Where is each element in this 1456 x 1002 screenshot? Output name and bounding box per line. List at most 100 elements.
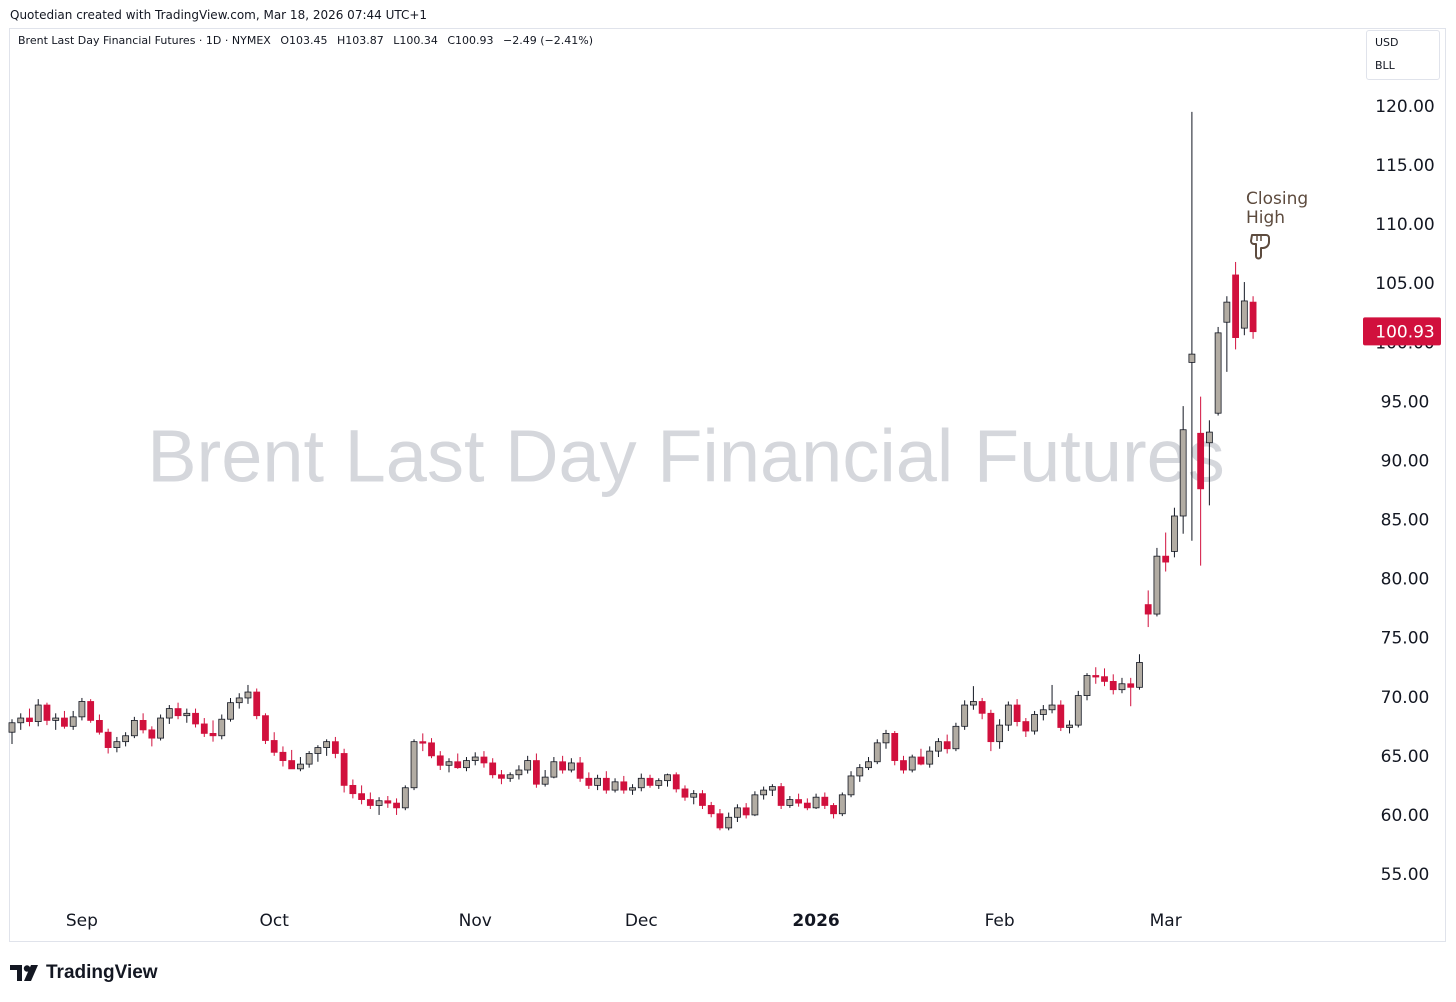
candle-body (585, 777, 593, 786)
currency-label: USD (1375, 36, 1399, 49)
candle-body (165, 708, 173, 719)
candle-body (978, 701, 986, 714)
candle-body (541, 776, 549, 785)
candle-body (96, 720, 103, 733)
y-tick-label: 70.00 (1381, 688, 1430, 708)
candle-body (664, 774, 671, 782)
symbol-legend[interactable]: Brent Last Day Financial Futures · 1D · … (18, 34, 599, 47)
candle-body (349, 784, 357, 795)
y-tick-label: 95.00 (1381, 392, 1430, 412)
candle-body (1179, 429, 1187, 517)
candle-body (1004, 704, 1012, 726)
candle-body (760, 789, 768, 796)
candle-body (629, 787, 636, 791)
candle-body (1057, 704, 1065, 728)
candle-body (445, 761, 453, 766)
candle-body (908, 756, 916, 771)
candle-body (323, 741, 331, 748)
candle-body (1205, 431, 1213, 444)
candle-body (428, 742, 435, 757)
candle-body (812, 796, 820, 809)
candle-body (1144, 604, 1152, 615)
candle-body (17, 717, 25, 724)
candle-body (1092, 675, 1100, 678)
candle-body (104, 731, 112, 748)
candle-body (34, 704, 42, 722)
y-tick-label: 120.00 (1375, 97, 1434, 117)
candle-body (935, 741, 942, 752)
candle-body (410, 741, 418, 789)
time-axis[interactable]: Sep Oct Nov Dec 2026 Feb Mar (66, 911, 1182, 931)
candle-body (786, 799, 794, 806)
x-tick-label: Mar (1150, 911, 1182, 931)
candle-body (480, 756, 488, 764)
candle-body (803, 802, 811, 809)
candle-body (393, 802, 400, 809)
candle-body (122, 735, 130, 743)
candle-body (1188, 353, 1196, 363)
symbol-name[interactable]: Brent Last Day Financial Futures · 1D · … (18, 34, 271, 47)
candle-body (795, 799, 802, 804)
x-tick-label: 2026 (792, 911, 839, 931)
candle-body (1232, 274, 1239, 338)
y-tick-label: 60.00 (1381, 806, 1430, 826)
annotation-line-1: Closing (1246, 189, 1308, 209)
candle-body (655, 780, 663, 786)
candle-body (602, 777, 610, 791)
candle-body (1118, 683, 1126, 691)
candle-body (725, 816, 733, 829)
candle-body (227, 702, 234, 720)
candle-body (297, 763, 304, 770)
candle-body (463, 760, 470, 769)
candle-body (970, 701, 977, 706)
candle-body (1048, 704, 1056, 711)
candle-body (961, 704, 969, 727)
candle-body (734, 807, 741, 818)
candle-body (8, 722, 16, 733)
candle-body (218, 718, 226, 737)
candle-body (821, 796, 829, 806)
candle-body (1127, 683, 1135, 688)
x-tick-label: Nov (459, 911, 492, 931)
candle-body (471, 756, 479, 761)
candle-body (183, 712, 191, 717)
candle-body (1039, 709, 1047, 715)
candle-body (926, 750, 934, 765)
candle-body (594, 777, 601, 786)
candle-body (559, 761, 567, 771)
x-tick-label: Dec (625, 911, 658, 931)
candle-body (1153, 555, 1161, 615)
candle-body (943, 741, 951, 750)
x-tick-label: Feb (985, 911, 1015, 931)
candle-body (130, 720, 138, 737)
candle-body (454, 761, 462, 769)
candle-body (1223, 301, 1231, 323)
price-axis[interactable]: 120.00115.00110.00105.00100.0095.0090.00… (1375, 97, 1434, 885)
candle-body (996, 724, 1004, 743)
candle-body (113, 741, 121, 748)
candle-body (900, 760, 907, 771)
candle-body (751, 794, 759, 816)
candle-body (838, 794, 846, 815)
y-tick-label: 90.00 (1381, 451, 1430, 471)
candle-body (498, 774, 505, 779)
candle-body (69, 716, 77, 727)
candle-body (262, 715, 269, 741)
candle-body (1109, 681, 1117, 691)
candle-body (331, 741, 339, 754)
candle-body (87, 701, 95, 721)
candle-body (174, 708, 182, 717)
candle-body (576, 762, 584, 779)
y-tick-label: 65.00 (1381, 747, 1430, 767)
y-tick-label: 105.00 (1375, 274, 1434, 294)
candle-body (952, 725, 960, 750)
candle-body (550, 761, 558, 778)
tradingview-logo[interactable]: TradingView (10, 962, 158, 984)
currency-unit-selector[interactable]: USD BLL (1366, 30, 1440, 80)
candle-body (987, 712, 995, 743)
candle-body (917, 756, 925, 765)
candle-body (524, 760, 532, 771)
candle-body (1249, 301, 1257, 333)
candle-body (1022, 721, 1030, 732)
